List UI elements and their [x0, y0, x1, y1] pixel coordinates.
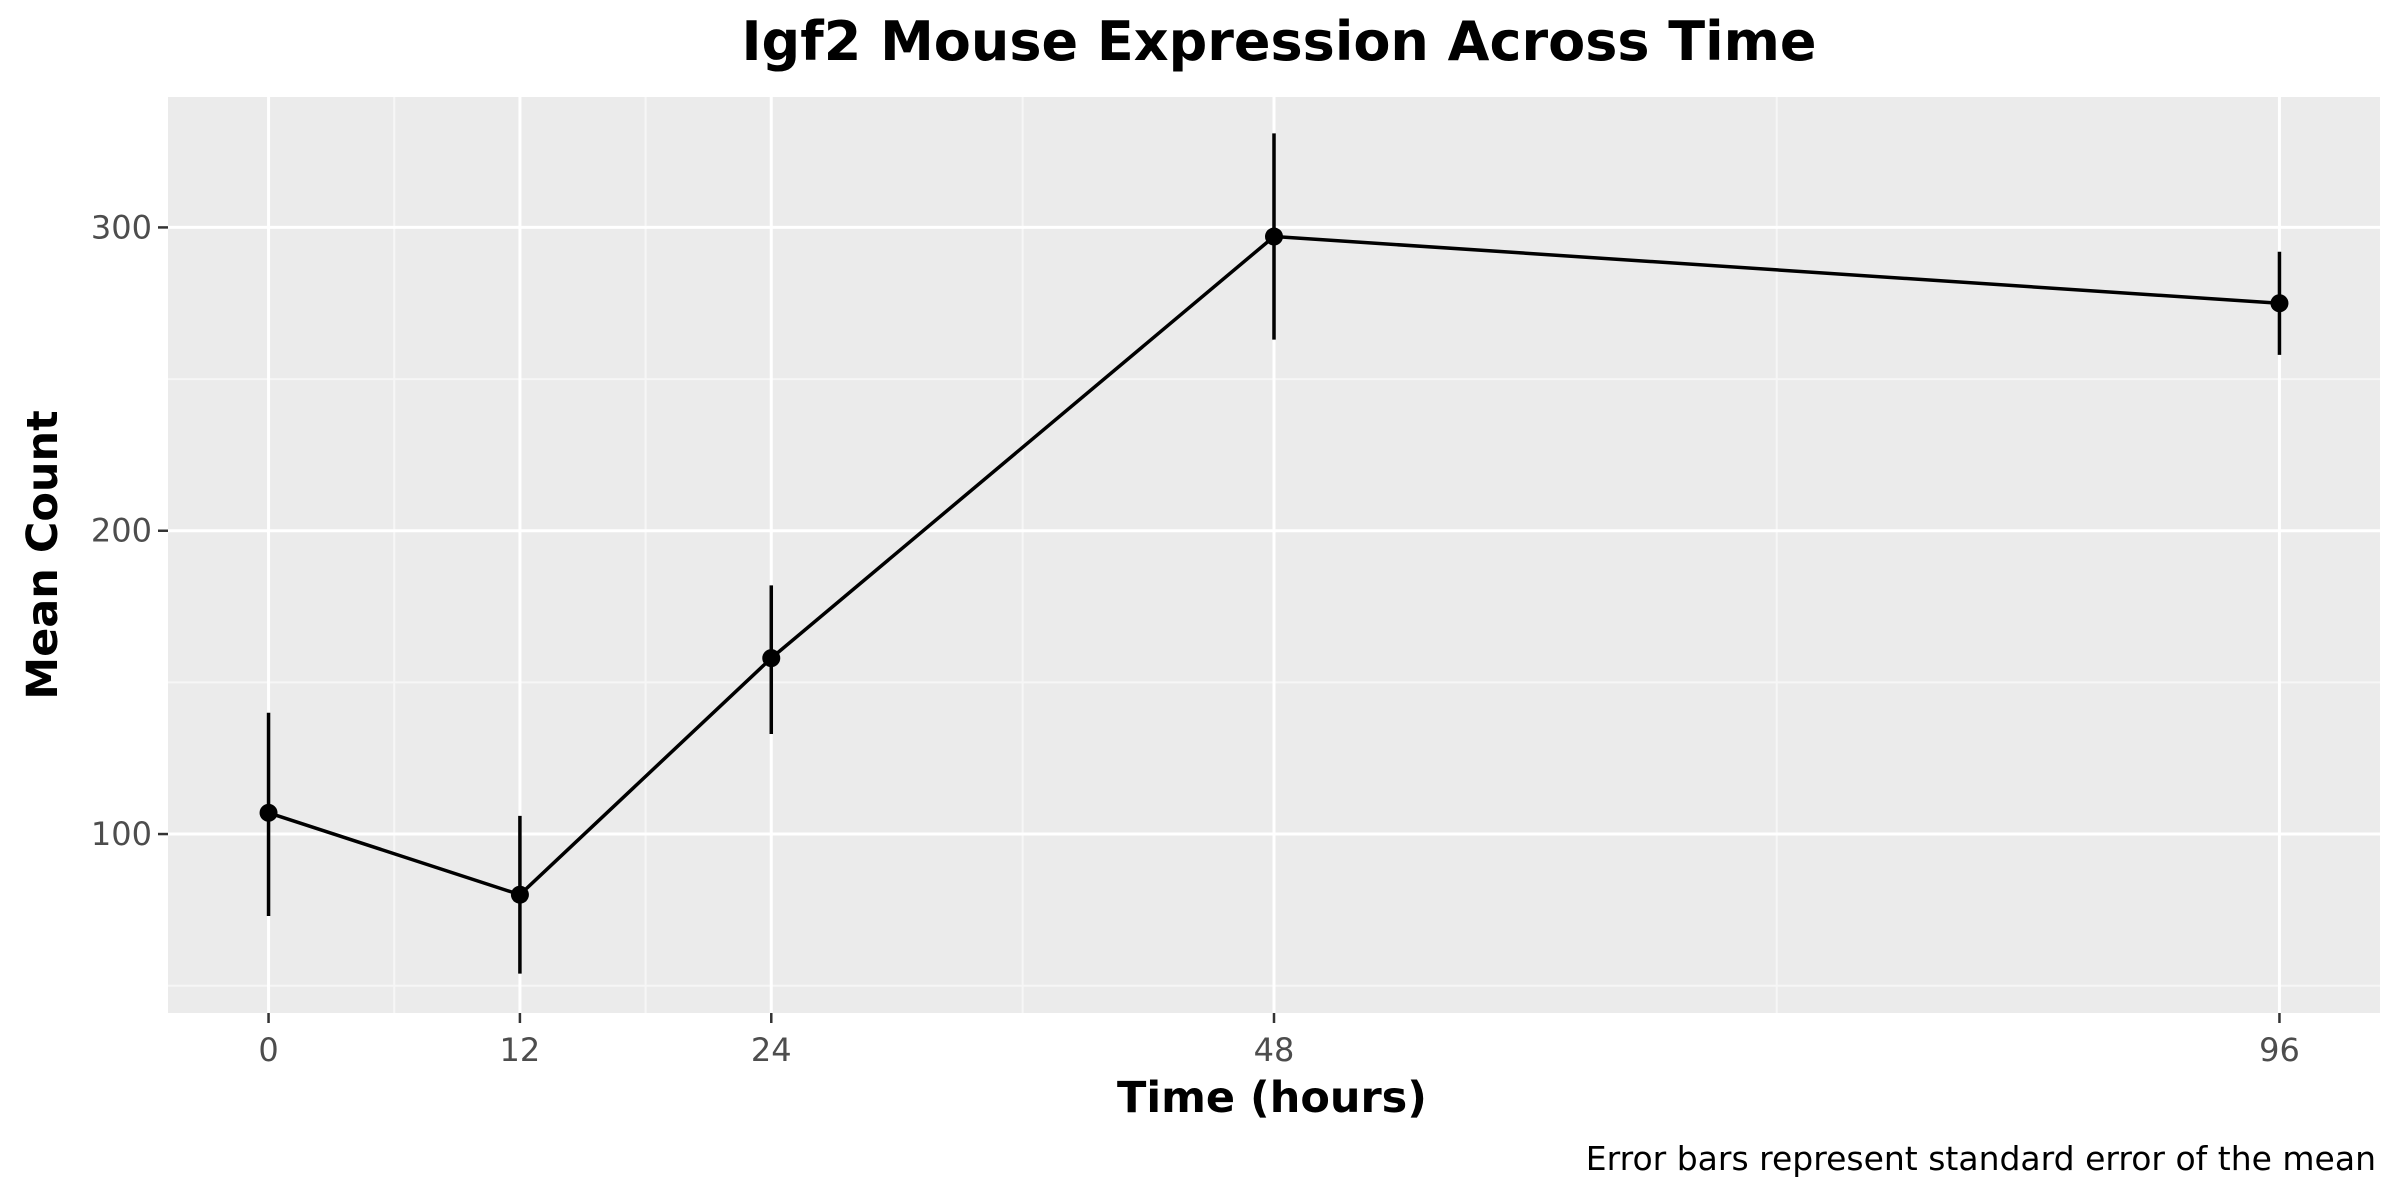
x-tick-label: 24	[751, 1031, 792, 1069]
x-tick-label: 48	[1254, 1031, 1295, 1069]
y-tick-label: 300	[91, 208, 152, 246]
y-tick-label: 200	[91, 512, 152, 550]
x-ticks: 0 12 24 48 96	[258, 1013, 2300, 1069]
x-axis-title: Time (hours)	[1117, 1073, 1427, 1123]
x-tick-label: 12	[500, 1031, 541, 1069]
y-ticks: 100 200 300	[91, 208, 168, 853]
y-tick-label: 100	[91, 815, 152, 853]
data-point	[259, 803, 278, 822]
data-point	[2270, 294, 2289, 313]
x-tick-label: 96	[2259, 1031, 2300, 1069]
chart-caption: Error bars represent standard error of t…	[1586, 1139, 2376, 1178]
data-point	[762, 649, 781, 668]
chart-title: Igf2 Mouse Expression Across Time	[741, 10, 1816, 73]
x-tick-label: 0	[258, 1031, 278, 1069]
data-point	[510, 885, 529, 904]
y-axis-title: Mean Count	[18, 410, 68, 699]
data-points	[259, 227, 2289, 904]
data-point	[1265, 227, 1283, 246]
